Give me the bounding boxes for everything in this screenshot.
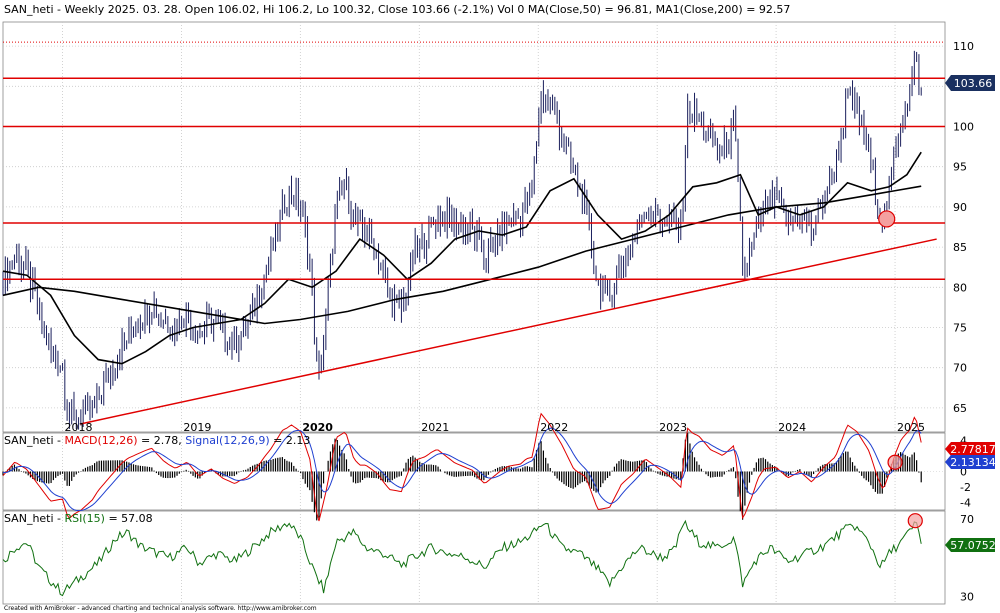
macd-y-tick-label: 4 xyxy=(960,435,967,448)
macd-value-badge: 2.77817 xyxy=(945,442,996,456)
rsi-y-tick-label: 70 xyxy=(960,513,974,526)
x-tick-label: 2020 xyxy=(302,421,333,434)
macd-label-signal-value: = 2.13 xyxy=(270,434,311,447)
y-tick-label: 85 xyxy=(953,241,967,254)
price-last-value: 103.66 xyxy=(954,77,993,90)
rsi-value-badge: 57.0752 xyxy=(945,538,996,552)
x-tick-label: 2025 xyxy=(897,421,925,434)
y-tick-label: 95 xyxy=(953,161,967,174)
trend-line xyxy=(80,238,937,425)
macd-label-macd: MACD(12,26) xyxy=(65,434,138,447)
macd-label-signal: Signal(12,26,9) xyxy=(185,434,269,447)
rsi-y-tick-label: 30 xyxy=(960,590,974,603)
y-tick-label: 65 xyxy=(953,402,967,415)
title-ma200: MA1(Close,200) = 92.57 xyxy=(656,3,791,16)
ma50-line xyxy=(2,151,922,365)
macd-circle-marker xyxy=(887,454,903,470)
y-tick-label: 90 xyxy=(953,201,967,214)
y-tick-label: 100 xyxy=(953,121,974,134)
y-tick-label: 70 xyxy=(953,362,967,375)
macd-last-value: 2.77817 xyxy=(950,443,996,456)
price-last-badge: 103.66 xyxy=(945,75,995,91)
rsi-line xyxy=(2,519,922,597)
macd-y-tick-label: -2 xyxy=(960,481,971,494)
rsi-label: SAN_heti - RSI(15) = 57.08 xyxy=(4,512,153,525)
signal-line xyxy=(2,427,922,512)
rsi-layer xyxy=(2,513,923,597)
macd-layer xyxy=(2,412,922,522)
x-tick-label: 2024 xyxy=(778,421,806,434)
y-tick-label: 80 xyxy=(953,281,967,294)
price-circle-marker xyxy=(878,210,896,228)
macd-y-tick-label: -4 xyxy=(960,496,971,509)
signal-last-value: 2.13134 xyxy=(950,456,996,469)
rsi-circle-marker xyxy=(907,513,923,529)
price-panel-frame xyxy=(2,21,946,433)
rsi-label-prefix: SAN_heti - xyxy=(4,512,65,525)
x-tick-label: 2018 xyxy=(64,421,92,434)
macd-y-tick-label: 0 xyxy=(960,466,967,479)
chart-title: SAN_heti - Weekly 2025. 03. 28. Open 106… xyxy=(4,3,790,16)
macd-label-macd-value: = 2.78, xyxy=(138,434,186,447)
signal-value-badge: 2.13134 xyxy=(945,455,996,469)
macd-line xyxy=(2,412,922,522)
rsi-last-value: 57.0752 xyxy=(950,539,996,552)
rsi-label-rsi: RSI(15) xyxy=(65,512,105,525)
y-tick-label: 110 xyxy=(953,40,974,53)
overlay-layer xyxy=(2,41,945,425)
macd-label: SAN_heti - MACD(12,26) = 2.78, Signal(12… xyxy=(4,434,310,447)
x-tick-label: 2021 xyxy=(421,421,449,434)
rsi-panel-frame xyxy=(2,510,946,605)
y-tick-label: 75 xyxy=(953,321,967,334)
x-tick-label: 2023 xyxy=(659,421,687,434)
x-tick-label: 2022 xyxy=(540,421,568,434)
footer-credit: Created with AmiBroker - advanced charti… xyxy=(4,605,317,612)
title-prefix: SAN_heti - Weekly 2025. 03. 28. Open 106… xyxy=(4,3,528,16)
ma200-line xyxy=(2,185,922,325)
title-ma50: MA(Close,50) = 96.81, xyxy=(528,3,656,16)
rsi-label-value: = 57.08 xyxy=(105,512,153,525)
macd-label-prefix: SAN_heti - xyxy=(4,434,65,447)
x-tick-label: 2019 xyxy=(183,421,211,434)
